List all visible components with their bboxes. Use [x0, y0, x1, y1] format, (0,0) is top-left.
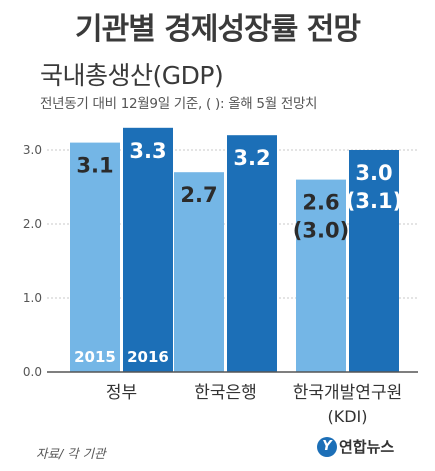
y-tick-label: 0.0 — [23, 365, 42, 379]
y-tick-label: 1.0 — [23, 291, 42, 305]
x-tick-label: 한국은행 — [194, 383, 257, 403]
chart-title: 기관별 경제성장률 전망 — [75, 12, 361, 47]
bar — [296, 179, 346, 372]
y-tick-label: 2.0 — [23, 217, 42, 231]
x-tick-label: 정부 — [106, 383, 137, 403]
data-label: 3.3 — [129, 139, 166, 163]
data-sublabel: (3.1) — [346, 189, 402, 213]
bar — [227, 135, 277, 372]
data-label: 3.1 — [76, 154, 113, 178]
series-year-label: 2016 — [127, 348, 169, 366]
logo-text: 연합뉴스 — [339, 438, 395, 456]
series-year-label: 2015 — [74, 348, 116, 366]
x-tick-label: 한국개발연구원 — [293, 383, 402, 403]
bar — [70, 142, 120, 372]
bar — [349, 150, 399, 372]
data-sublabel: (3.0) — [293, 219, 349, 243]
chart-note: 전년동기 대비 12월9일 기준, ( ): 올해 5월 전망치 — [40, 96, 318, 112]
source-note: 자료/ 각 기관 — [36, 446, 106, 461]
chart-subtitle: 국내총생산(GDP) — [40, 61, 224, 90]
x-tick-sublabel: (KDI) — [327, 407, 367, 426]
y-tick-label: 3.0 — [23, 143, 42, 157]
data-label: 2.6 — [302, 191, 339, 215]
bar — [123, 127, 173, 372]
data-label: 2.7 — [180, 183, 217, 207]
data-label: 3.0 — [355, 161, 392, 185]
yonhap-logo-icon: Y — [317, 436, 337, 457]
yonhap-logo: Y 연합뉴스 — [317, 436, 394, 457]
data-label: 3.2 — [233, 146, 270, 170]
bar — [174, 172, 224, 372]
